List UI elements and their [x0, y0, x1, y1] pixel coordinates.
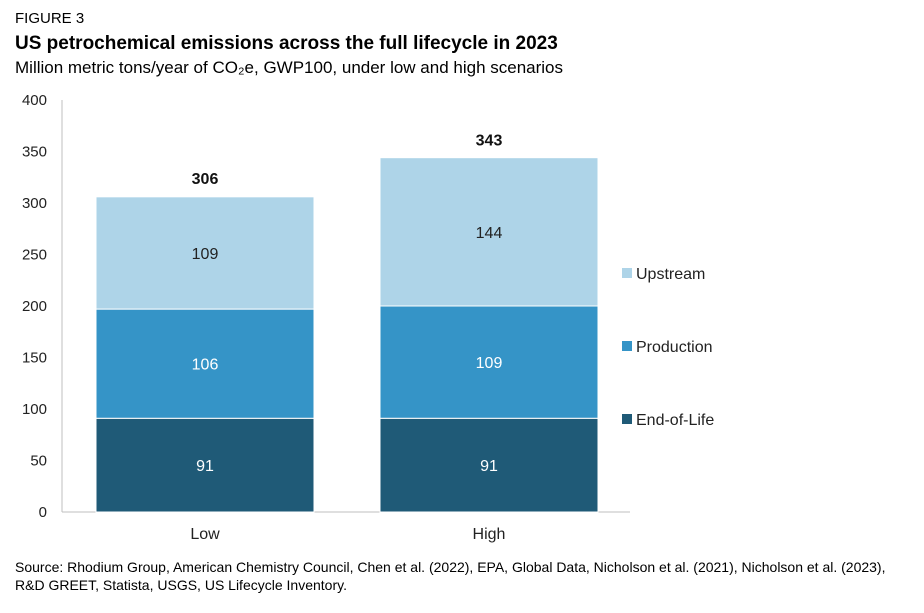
legend-label: Production: [636, 339, 713, 356]
bar-segment-end-of-life: [95, 417, 315, 513]
segment-value-label: 91: [480, 458, 498, 475]
x-category-label: Low: [190, 526, 220, 543]
total-value-label: 343: [476, 133, 503, 150]
y-tick-label: 400: [22, 92, 47, 109]
stacked-bar-chart: 0 50 100 150 200 250 300 350 400 91 106 109 306 Low 91…: [22, 92, 714, 543]
legend-swatch: [622, 268, 632, 278]
y-tick-label: 100: [22, 401, 47, 418]
bar-segment-upstream: [379, 157, 599, 307]
y-tick-label: 150: [22, 350, 47, 367]
y-tick-label: 250: [22, 247, 47, 264]
y-tick-label: 300: [22, 195, 47, 212]
source-note: Source: Rhodium Group, American Chemistr…: [15, 559, 886, 593]
figure-label: FIGURE 3: [15, 10, 85, 27]
legend-label: Upstream: [636, 266, 705, 283]
legend-swatch: [622, 341, 632, 351]
segment-value-label: 106: [192, 357, 219, 374]
y-tick-label: 200: [22, 298, 47, 315]
bar-segment-end-of-life: [379, 417, 599, 513]
x-category-label: High: [473, 526, 506, 543]
chart-subtitle: Million metric tons/year of CO₂e, GWP100…: [15, 58, 564, 77]
segment-value-label: 91: [196, 458, 214, 475]
segment-value-label: 109: [476, 355, 503, 372]
chart-title: US petrochemical emissions across the fu…: [15, 33, 558, 54]
bar-segment-production: [379, 305, 599, 419]
segment-value-label: 109: [192, 246, 219, 263]
y-tick-label: 350: [22, 144, 47, 161]
bar-segment-production: [95, 308, 315, 419]
legend-label: End-of-Life: [636, 412, 714, 429]
total-value-label: 306: [192, 171, 219, 188]
y-tick-label: 0: [39, 504, 47, 521]
y-tick-label: 50: [30, 453, 47, 470]
bar-segment-upstream: [95, 196, 315, 310]
legend-swatch: [622, 414, 632, 424]
segment-value-label: 144: [476, 225, 503, 242]
